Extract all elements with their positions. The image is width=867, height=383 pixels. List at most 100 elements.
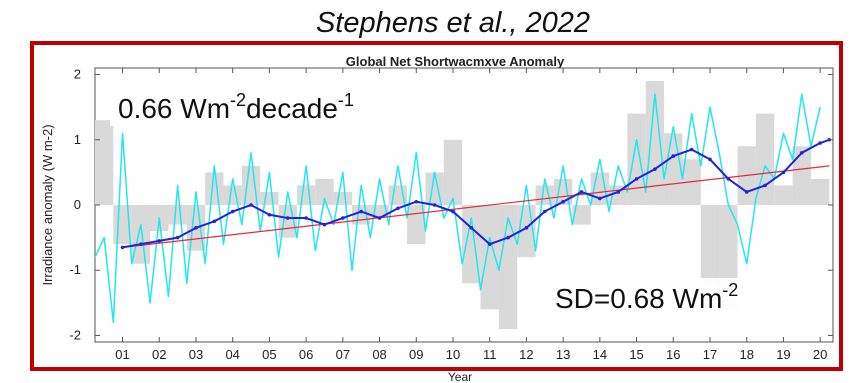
line-marker [194, 226, 198, 230]
line-marker [799, 151, 804, 155]
line-marker [579, 190, 584, 194]
annotation-text: SD=0.68 Wm [555, 283, 722, 314]
line-marker [432, 203, 437, 207]
bar [443, 139, 463, 205]
line-marker [726, 177, 731, 181]
line-marker [139, 242, 143, 246]
bar [774, 185, 793, 205]
line [94, 93, 821, 324]
line [122, 165, 830, 249]
x-axis-label: Year [448, 370, 472, 383]
x-tick-label: 02 [152, 347, 166, 362]
x-tick-label: 04 [225, 347, 239, 362]
line-marker [781, 170, 786, 175]
y-tick-label: -1 [69, 262, 81, 277]
bar [260, 191, 279, 205]
line [122, 138, 830, 249]
x-tick-label: 03 [189, 347, 203, 362]
x-tick-label: 01 [115, 347, 129, 362]
line-marker [414, 199, 419, 204]
bar [315, 178, 334, 205]
annotation-superscript: -2 [722, 280, 738, 300]
x-tick-label: 19 [776, 347, 790, 362]
annotation-background [548, 278, 810, 316]
line-marker [561, 199, 565, 204]
line-marker [818, 141, 822, 145]
line-marker [285, 216, 290, 220]
line-marker [524, 226, 529, 230]
annotation-text: decade [246, 93, 338, 124]
line-marker [616, 190, 621, 194]
y-tick-label: 0 [74, 197, 81, 212]
bar [425, 172, 444, 205]
x-tick-label: 18 [739, 347, 753, 362]
line-marker [377, 216, 382, 220]
x-tick-label: 16 [666, 347, 680, 362]
line-marker [469, 226, 474, 230]
x-tick-label: 20 [813, 347, 827, 362]
line-marker [671, 154, 676, 158]
annotation-superscript: -2 [230, 90, 246, 110]
line-marker [542, 209, 547, 214]
x-tick-label: 05 [262, 347, 276, 362]
line-marker [634, 177, 639, 181]
bar [168, 205, 187, 225]
line-marker [304, 216, 308, 220]
line-marker [249, 203, 253, 207]
x-tick-label: 07 [336, 347, 350, 362]
x-tick-label: 14 [593, 347, 607, 362]
line-marker [341, 216, 345, 220]
bar [700, 205, 720, 284]
bar [407, 205, 426, 245]
bar [205, 172, 224, 205]
line-marker [230, 209, 235, 214]
annotation: SD=0.68 Wm-2 [555, 280, 738, 314]
bar [792, 146, 811, 205]
line-marker [359, 209, 363, 214]
bar [95, 120, 114, 205]
line-marker [396, 206, 400, 211]
y-tick-label: -2 [69, 327, 81, 342]
x-tick-label: 06 [299, 347, 313, 362]
line-marker [653, 167, 657, 171]
annotation: 0.66 Wm-2decade-1 [118, 90, 354, 124]
y-axis-label: Irradiance anomaly (W m-2) [40, 124, 55, 285]
line-marker [763, 183, 767, 188]
line-marker [487, 242, 492, 246]
bar [810, 178, 830, 205]
bar [480, 205, 499, 310]
line-marker [157, 239, 162, 243]
x-tick-label: 11 [483, 347, 497, 362]
x-tick-label: 08 [372, 347, 386, 362]
bar [535, 185, 554, 205]
bar [645, 81, 665, 205]
line-marker [120, 245, 125, 250]
caption: Stephens et al., 2022 [316, 7, 590, 39]
bar [131, 205, 151, 264]
highlight-frame [30, 41, 843, 371]
line-marker [212, 219, 217, 224]
chart-title: Global Net Shortwacmxve Anomaly [346, 54, 565, 69]
x-tick-label: 10 [446, 347, 460, 362]
x-tick-label: 17 [703, 347, 717, 362]
annotation-background [110, 88, 410, 126]
line-marker [744, 190, 749, 194]
x-tick-label: 09 [409, 347, 423, 362]
line-marker [598, 196, 602, 201]
line-marker [506, 235, 510, 240]
bar [498, 205, 518, 329]
line-marker [689, 147, 694, 152]
line-marker [267, 212, 272, 217]
line-marker [708, 157, 712, 162]
y-tick-label: 2 [74, 67, 81, 82]
y-tick-label: 1 [74, 132, 81, 147]
x-tick-label: 12 [519, 347, 533, 362]
bar [664, 133, 683, 205]
bar [296, 185, 316, 205]
x-tick-label: 13 [556, 347, 570, 362]
annotation-superscript: -1 [338, 90, 354, 110]
x-tick-label: 15 [629, 347, 643, 362]
bar [333, 191, 353, 205]
